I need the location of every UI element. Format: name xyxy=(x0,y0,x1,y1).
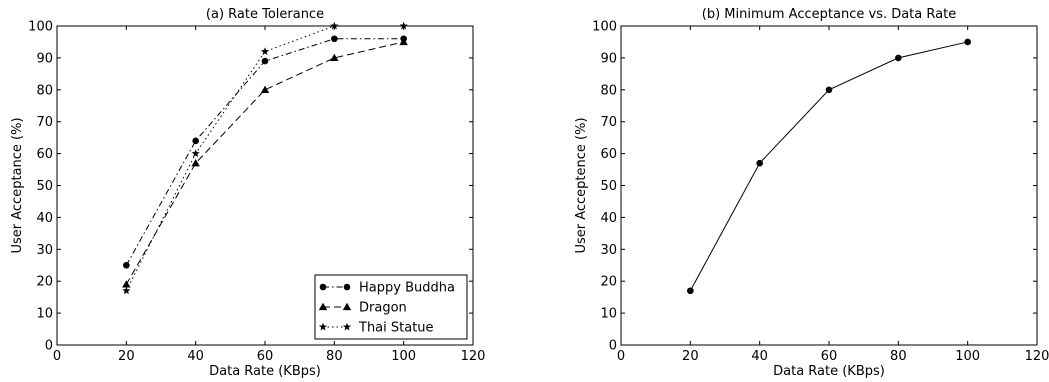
data-point xyxy=(399,21,408,30)
y-tick-label: 0 xyxy=(45,339,53,354)
series-line xyxy=(125,41,404,285)
x-axis-label: Data Rate (KBps) xyxy=(773,364,885,379)
data-point xyxy=(756,159,763,167)
data-point xyxy=(687,287,694,295)
y-tick-label: 50 xyxy=(36,179,53,194)
legend-marker xyxy=(319,283,327,291)
legend-entry: Happy Buddha xyxy=(319,281,455,296)
data-point xyxy=(191,149,200,158)
data-point xyxy=(331,35,338,43)
y-tick-label: 80 xyxy=(36,83,53,98)
data-point xyxy=(192,137,199,145)
x-tick-label: 100 xyxy=(391,349,416,364)
y-tick-label: 100 xyxy=(592,20,617,35)
legend-label: Dragon xyxy=(359,301,407,316)
series-thai-statue xyxy=(122,21,408,295)
y-tick-label: 10 xyxy=(600,307,617,322)
y-tick-label: 60 xyxy=(36,147,53,162)
series-line xyxy=(689,41,968,292)
legend-marker xyxy=(343,283,351,291)
data-point xyxy=(122,280,131,288)
y-axis-label: User Acceptance (%) xyxy=(10,117,25,253)
data-point xyxy=(122,286,131,295)
legend-label: Happy Buddha xyxy=(359,281,455,296)
y-tick-label: 70 xyxy=(36,115,53,130)
data-point xyxy=(260,47,270,55)
x-tick-label: 20 xyxy=(682,349,699,364)
x-tick-label: 20 xyxy=(118,349,135,364)
y-tick-label: 10 xyxy=(36,307,53,322)
x-tick-label: 0 xyxy=(617,349,625,364)
chart-title: (b) Minimum Acceptance vs. Data Rate xyxy=(702,7,956,22)
plot-frame xyxy=(620,25,1038,346)
y-tick-label: 90 xyxy=(36,51,53,66)
x-tick-label: 80 xyxy=(326,349,343,364)
x-tick-label: 100 xyxy=(955,349,980,364)
data-point xyxy=(330,21,339,30)
x-tick-label: 120 xyxy=(1025,349,1049,364)
data-point xyxy=(191,158,200,167)
y-tick-label: 40 xyxy=(600,211,617,226)
legend-marker xyxy=(318,302,328,311)
legend-marker xyxy=(342,322,352,331)
series-line xyxy=(125,25,404,291)
legend-marker xyxy=(318,322,328,331)
y-tick-label: 30 xyxy=(600,243,617,258)
data-point xyxy=(123,261,130,269)
y-axis-label: User Acceptence (%) xyxy=(574,117,589,253)
y-tick-label: 90 xyxy=(600,51,617,66)
data-point xyxy=(964,38,971,46)
x-tick-label: 40 xyxy=(187,349,204,364)
series-dragon xyxy=(122,37,408,288)
x-tick-label: 80 xyxy=(890,349,907,364)
legend-entry: Dragon xyxy=(318,301,407,316)
data-point xyxy=(330,53,339,62)
x-tick-label: 60 xyxy=(821,349,838,364)
y-tick-label: 60 xyxy=(600,147,617,162)
legend-marker xyxy=(342,302,352,311)
x-tick-label: 60 xyxy=(257,349,274,364)
legend-entry: Thai Statue xyxy=(318,321,434,336)
data-point xyxy=(399,37,408,46)
x-tick-label: 120 xyxy=(461,349,486,364)
x-axis-label: Data Rate (KBps) xyxy=(209,364,321,379)
y-tick-label: 0 xyxy=(609,339,617,354)
y-tick-label: 100 xyxy=(28,20,53,35)
legend: Happy Buddha Dragon Thai Statue xyxy=(314,274,468,340)
data-point xyxy=(895,54,902,62)
y-tick-label: 30 xyxy=(36,243,53,258)
y-tick-label: 40 xyxy=(36,211,53,226)
legend-label: Thai Statue xyxy=(358,321,434,336)
series-happy-buddha xyxy=(123,35,407,269)
y-tick-label: 80 xyxy=(600,83,617,98)
y-tick-label: 70 xyxy=(600,115,617,130)
chart-panel-2: (b) Minimum Acceptance vs. Data Rate 0 20 4… xyxy=(574,7,1049,379)
series-1 xyxy=(687,38,971,295)
x-tick-label: 0 xyxy=(53,349,61,364)
x-tick-label: 40 xyxy=(751,349,768,364)
data-point xyxy=(825,86,833,94)
y-tick-label: 50 xyxy=(600,179,617,194)
series-line xyxy=(125,38,404,266)
y-tick-label: 20 xyxy=(36,275,53,290)
chart-title: (a) Rate Tolerance xyxy=(206,7,324,22)
y-tick-label: 20 xyxy=(600,275,617,290)
chart-panel-1: (a) Rate Tolerance 0 20 40 60 80 100 120 0 10 20 30… xyxy=(10,7,485,379)
data-point xyxy=(261,57,269,65)
data-point xyxy=(260,85,270,93)
